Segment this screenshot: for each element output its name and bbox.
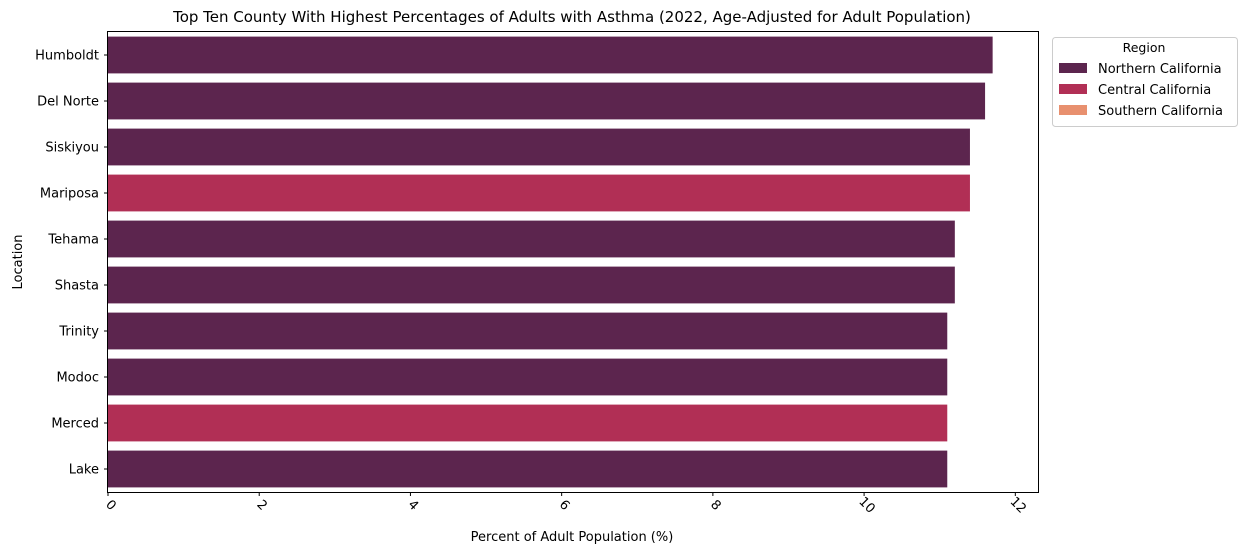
y-tick-labels: Humboldt Del Norte Siskiyou Mariposa Tehama S… bbox=[35, 49, 108, 478]
legend-swatch bbox=[1059, 84, 1087, 94]
y-tick-label: Mariposa bbox=[40, 187, 99, 202]
legend-frame bbox=[1052, 37, 1238, 127]
x-tick-label: 8 bbox=[707, 497, 723, 513]
bar-humboldt bbox=[108, 36, 993, 74]
bar-shasta bbox=[108, 266, 955, 304]
bar-merced bbox=[108, 404, 948, 442]
x-axis-label: Percent of Adult Population (%) bbox=[471, 530, 674, 545]
plot-frame bbox=[107, 31, 1039, 493]
x-tick-label: 2 bbox=[253, 497, 269, 513]
bar-siskiyou bbox=[108, 128, 970, 166]
legend-swatch bbox=[1059, 105, 1087, 115]
bars-layer bbox=[108, 36, 993, 488]
bar-lake bbox=[108, 450, 948, 488]
y-tick-label: Del Norte bbox=[37, 95, 99, 110]
x-ticks: 0 2 4 6 8 10 12 bbox=[102, 492, 1029, 517]
legend-title: Region bbox=[1123, 40, 1166, 55]
legend: Region Northern California Central Califo… bbox=[1052, 37, 1238, 127]
y-tick-label: Merced bbox=[51, 417, 99, 432]
x-tick-label: 4 bbox=[405, 497, 421, 513]
y-tick-label: Tehama bbox=[47, 233, 99, 248]
y-tick-label: Siskiyou bbox=[45, 141, 99, 156]
bar-modoc bbox=[108, 358, 948, 396]
chart-title: Top Ten County With Highest Percentages … bbox=[172, 8, 971, 26]
bar-del-norte bbox=[108, 82, 986, 120]
legend-label: Northern California bbox=[1098, 62, 1222, 77]
legend-label: Southern California bbox=[1098, 104, 1223, 119]
x-tick-label: 10 bbox=[855, 494, 877, 516]
y-tick-label: Lake bbox=[69, 463, 99, 478]
y-axis-label: Location bbox=[11, 235, 26, 290]
bar-mariposa bbox=[108, 174, 970, 212]
x-tick-label: 0 bbox=[102, 497, 118, 513]
x-tick-label: 12 bbox=[1007, 494, 1029, 516]
y-tick-label: Modoc bbox=[56, 371, 99, 386]
bar-tehama bbox=[108, 220, 955, 258]
y-tick-label: Shasta bbox=[55, 279, 99, 294]
legend-label: Central California bbox=[1098, 83, 1211, 98]
x-tick-label: 6 bbox=[556, 497, 572, 513]
legend-swatch bbox=[1059, 63, 1087, 73]
y-tick-label: Humboldt bbox=[35, 49, 99, 64]
y-tick-label: Trinity bbox=[58, 325, 99, 340]
bar-trinity bbox=[108, 312, 948, 350]
legend-entries: Northern California Central California Sou… bbox=[1059, 62, 1223, 119]
